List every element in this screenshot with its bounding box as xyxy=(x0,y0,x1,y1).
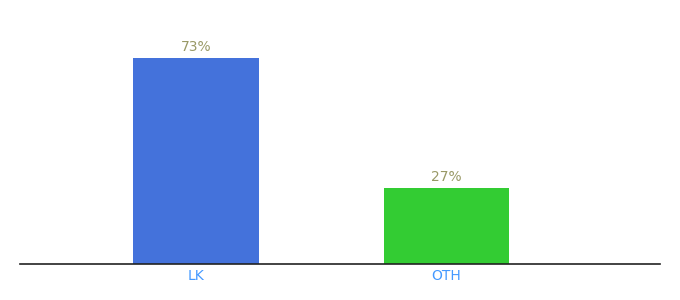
Text: 27%: 27% xyxy=(431,169,462,184)
Bar xyxy=(384,188,509,264)
Bar xyxy=(133,58,258,264)
Text: 73%: 73% xyxy=(181,40,211,54)
